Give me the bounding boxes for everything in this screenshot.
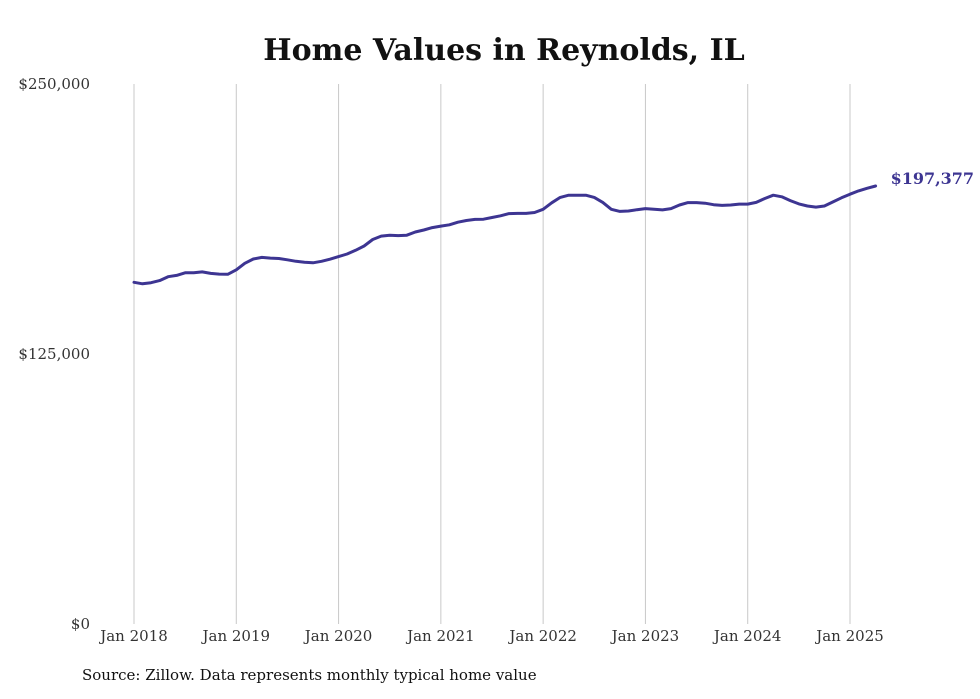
chart-title: Home Values in Reynolds, IL: [263, 33, 744, 68]
home-value-series-line: [132, 184, 878, 286]
latest-value-label: $197,377: [891, 169, 975, 188]
y-axis-tick-labels: $0 $125,000 $250,000: [18, 75, 90, 633]
x-tick-label: Jan 2022: [507, 627, 577, 645]
x-tick-label: Jan 2018: [98, 627, 168, 645]
x-tick-label: Jan 2019: [201, 627, 271, 645]
x-axis-tick-labels: Jan 2018 Jan 2019 Jan 2020 Jan 2021 Jan 2022…: [98, 627, 884, 645]
source-note: Source: Zillow. Data represents monthly …: [82, 666, 537, 684]
x-tick-label: Jan 2024: [712, 627, 782, 645]
gridlines: [133, 84, 851, 624]
y-tick-label: $250,000: [18, 75, 90, 93]
x-tick-label: Jan 2020: [303, 627, 373, 645]
x-tick-label: Jan 2021: [405, 627, 475, 645]
x-tick-label: Jan 2023: [610, 627, 680, 645]
x-tick-label: Jan 2025: [814, 627, 884, 645]
y-tick-label: $125,000: [18, 345, 90, 363]
y-tick-label: $0: [71, 615, 90, 633]
